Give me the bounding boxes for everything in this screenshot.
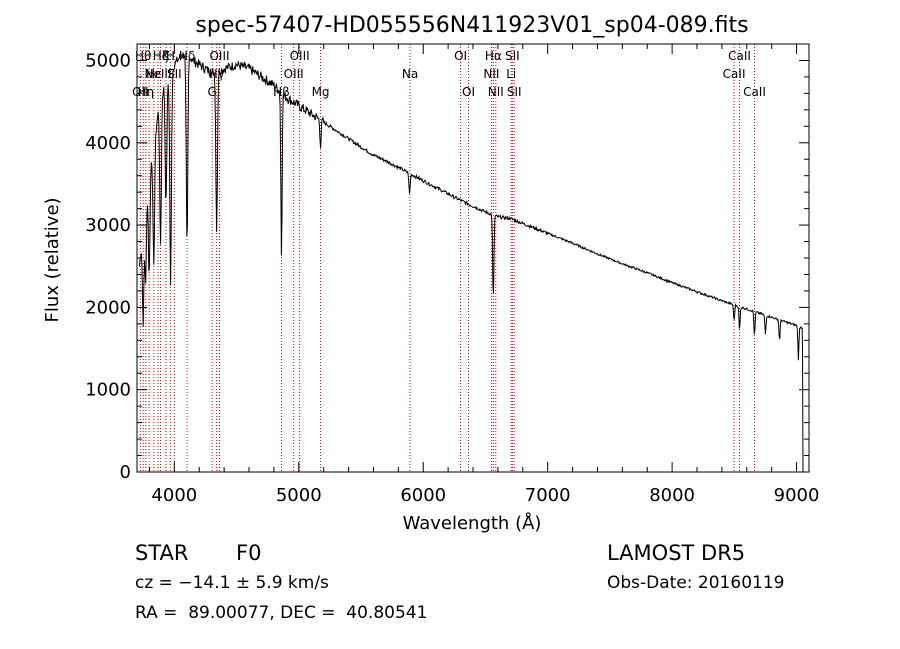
reference-line-label: Hθ: [135, 49, 151, 63]
reference-line-label: OIII: [209, 49, 229, 63]
reference-line-label: SII: [167, 67, 182, 81]
y-axis-label: Flux (relative): [42, 197, 63, 322]
x-tick-label: 9000: [774, 485, 820, 506]
reference-line-label: SII: [507, 85, 522, 99]
reference-line-label: CaII: [723, 67, 746, 81]
reference-line-label: CaII: [728, 49, 751, 63]
x-axis-label: Wavelength (Å): [403, 512, 542, 534]
reference-line-label: Hε: [146, 67, 162, 81]
redshift-info: cz = −14.1 ± 5.9 km/s: [135, 573, 329, 593]
reference-line-label: SII: [505, 49, 520, 63]
reference-line-label: NII: [483, 67, 499, 81]
object-class: STAR: [135, 541, 189, 565]
x-tick-label: 4000: [151, 485, 197, 506]
y-tick-label: 2000: [85, 297, 131, 318]
x-tick-label: 7000: [525, 485, 571, 506]
reference-line-label: H: [166, 49, 175, 63]
reference-line-label: Hζ: [153, 49, 169, 63]
reference-line-label: Hη: [138, 85, 155, 99]
reference-line-label: OI: [454, 49, 467, 63]
x-tick-label: 8000: [649, 485, 695, 506]
reference-line-label: Li: [506, 67, 516, 81]
observation-date: Obs-Date: 20160119: [607, 573, 785, 593]
reference-line-label: OI: [462, 85, 475, 99]
reference-line-label: K: [162, 49, 171, 63]
reference-line-label: OIII: [284, 67, 304, 81]
reference-line-label: CaII: [743, 85, 766, 99]
reference-line-label: Hα: [485, 49, 502, 63]
coordinates: RA = 89.00077, DEC = 40.80541: [135, 603, 428, 623]
y-tick-label: 4000: [85, 133, 131, 154]
y-tick-label: 5000: [85, 50, 131, 71]
reference-line-label: OII: [132, 85, 149, 99]
reference-line-label: OIII: [290, 49, 310, 63]
reference-line-label: G: [208, 85, 217, 99]
reference-line-label: NII: [488, 85, 504, 99]
reference-line-label: NeIII: [145, 67, 172, 81]
y-tick-label: 3000: [85, 215, 131, 236]
reference-line-label: Na: [402, 67, 418, 81]
y-tick-label: 1000: [85, 380, 131, 401]
spectrum-line: [139, 52, 804, 473]
x-axis-ticks: 4000 5000 6000 7000 8000 9000: [148, 44, 820, 506]
survey-name: LAMOST DR5: [607, 541, 746, 565]
object-subclass: F0: [236, 541, 262, 565]
x-tick-label: 5000: [276, 485, 322, 506]
chart-title: spec-57407-HD055556N411923V01_sp04-089.f…: [195, 13, 748, 38]
y-axis-ticks: 0 1000 2000 3000 4000 5000: [85, 43, 809, 483]
reference-lines: [139, 44, 755, 472]
reference-line-labels: OIIHθHηHεNeIIIHζKHSIIHδGHγOIIIHβOIIIOIII…: [132, 49, 766, 99]
y-tick-label: 0: [120, 462, 131, 483]
reference-line-label: Mg: [312, 85, 330, 99]
plot-frame: [136, 43, 810, 473]
x-tick-label: 6000: [400, 485, 446, 506]
